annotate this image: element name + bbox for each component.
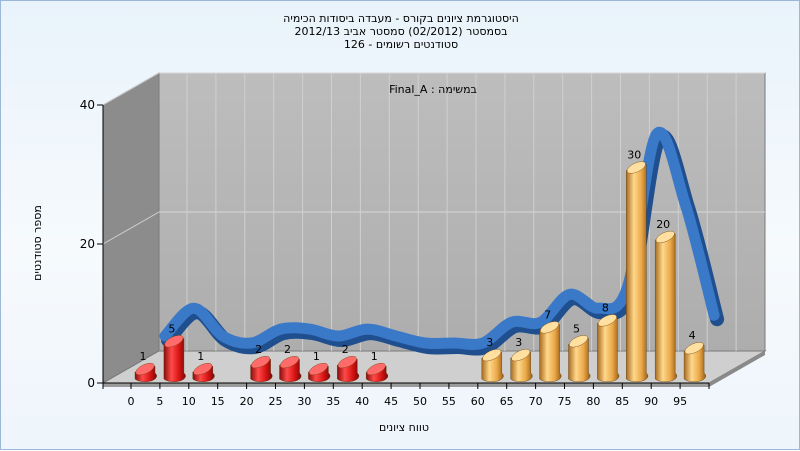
y-axis-title: מספר סטודנטים xyxy=(31,205,44,281)
data-label: 20 xyxy=(656,218,670,231)
bar xyxy=(134,362,157,383)
x-tick-label: 30 xyxy=(297,395,311,408)
bar xyxy=(192,362,215,383)
bar-top xyxy=(366,362,386,376)
bar xyxy=(250,356,273,383)
bar xyxy=(539,321,562,383)
x-tick-label: 65 xyxy=(500,395,514,408)
bar xyxy=(279,356,302,383)
bar-top xyxy=(540,321,560,334)
x-tick-label: 80 xyxy=(586,395,600,408)
data-labels: 1 5 1 2 2 1 2 1 3 3 7 5 8 30 20 4 xyxy=(140,149,696,364)
bar-top xyxy=(193,362,213,376)
data-label: 5 xyxy=(168,322,175,335)
y-tick-label: 20 xyxy=(80,237,95,251)
data-label: 7 xyxy=(544,308,551,321)
data-label: 8 xyxy=(602,301,609,314)
bar xyxy=(366,362,389,383)
x-tick-label: 20 xyxy=(240,395,254,408)
data-label: 1 xyxy=(197,350,204,363)
x-tick-label: 40 xyxy=(355,395,369,408)
bar xyxy=(308,362,331,383)
x-tick-label: 5 xyxy=(156,395,163,408)
bar-top xyxy=(337,356,357,369)
data-label: 2 xyxy=(342,343,349,356)
x-tick-label: 75 xyxy=(558,395,572,408)
x-tick-label: 10 xyxy=(182,395,196,408)
data-label: 2 xyxy=(284,343,291,356)
bar-body xyxy=(163,337,186,383)
x-axis: 0 5 10 15 20 25 30 35 40 45 50 55 60 65 70 75 80 85 90 95 xyxy=(102,382,710,408)
x-tick-label: 35 xyxy=(326,395,340,408)
data-label: 1 xyxy=(140,350,147,363)
y-tick-label: 40 xyxy=(80,98,95,112)
y-tick-label: 0 xyxy=(87,376,95,390)
bar-body xyxy=(655,233,678,383)
bar-body xyxy=(683,344,706,383)
bar-top xyxy=(626,161,646,174)
bar xyxy=(626,161,649,383)
y-axis: 0 20 40 xyxy=(80,98,104,390)
bar xyxy=(337,356,360,383)
bar xyxy=(481,349,504,383)
floor-right-edge xyxy=(709,351,765,387)
data-label: 5 xyxy=(573,322,580,335)
data-label: 1 xyxy=(313,350,320,363)
bar-top xyxy=(135,362,155,376)
bar-top xyxy=(684,342,704,355)
series-label: Final_A : במשימה xyxy=(389,83,477,96)
bar-body xyxy=(539,324,562,383)
x-tick-label: 95 xyxy=(673,395,687,408)
gridlines xyxy=(102,72,765,351)
chart-title-line-3: סטודנטים רשומים - 126 xyxy=(343,38,459,51)
x-tick-label: 55 xyxy=(442,395,456,408)
bar xyxy=(683,342,706,383)
bar-top xyxy=(164,335,184,348)
bar-body xyxy=(568,337,591,383)
floor-front-edge xyxy=(103,383,709,387)
bar-top xyxy=(482,349,502,362)
bar xyxy=(597,314,620,383)
data-label: 2 xyxy=(255,343,262,356)
data-label: 30 xyxy=(627,149,641,162)
bar xyxy=(510,349,533,383)
bar-top xyxy=(569,335,588,348)
bar-top xyxy=(308,362,328,376)
bar-body xyxy=(626,164,649,383)
gridline-side xyxy=(102,211,160,245)
bars xyxy=(134,161,706,383)
x-axis-title: טווח ציונים xyxy=(379,421,429,434)
x-tick-label: 50 xyxy=(413,395,427,408)
bar-top xyxy=(280,356,299,369)
bar xyxy=(568,335,591,383)
x-tick-label: 85 xyxy=(615,395,629,408)
gridline-side xyxy=(102,72,160,106)
x-tick-label: 15 xyxy=(211,395,225,408)
bar-top xyxy=(597,314,617,327)
bar-top xyxy=(511,349,531,362)
data-label: 1 xyxy=(371,350,378,363)
bar xyxy=(163,335,186,383)
chart-title-line-2: בסמסטר (02/2012) סמסטר אביב 2012/13 xyxy=(294,25,508,38)
data-label: 3 xyxy=(515,336,522,349)
bar-top xyxy=(251,356,271,369)
data-label: 4 xyxy=(689,329,696,342)
x-tick-label: 90 xyxy=(644,395,658,408)
chart-title-line-1: היסטוגרמת ציונים בקורס - מעבדה ביסודות ה… xyxy=(283,12,519,25)
x-tick-label: 0 xyxy=(128,395,135,408)
bar-top xyxy=(655,230,675,244)
x-tick-label: 25 xyxy=(269,395,283,408)
x-tick-label: 70 xyxy=(529,395,543,408)
data-label: 3 xyxy=(486,336,493,349)
bar-body xyxy=(597,317,620,383)
bar xyxy=(655,230,678,383)
x-tick-label: 45 xyxy=(384,395,398,408)
x-tick-label: 60 xyxy=(471,395,485,408)
